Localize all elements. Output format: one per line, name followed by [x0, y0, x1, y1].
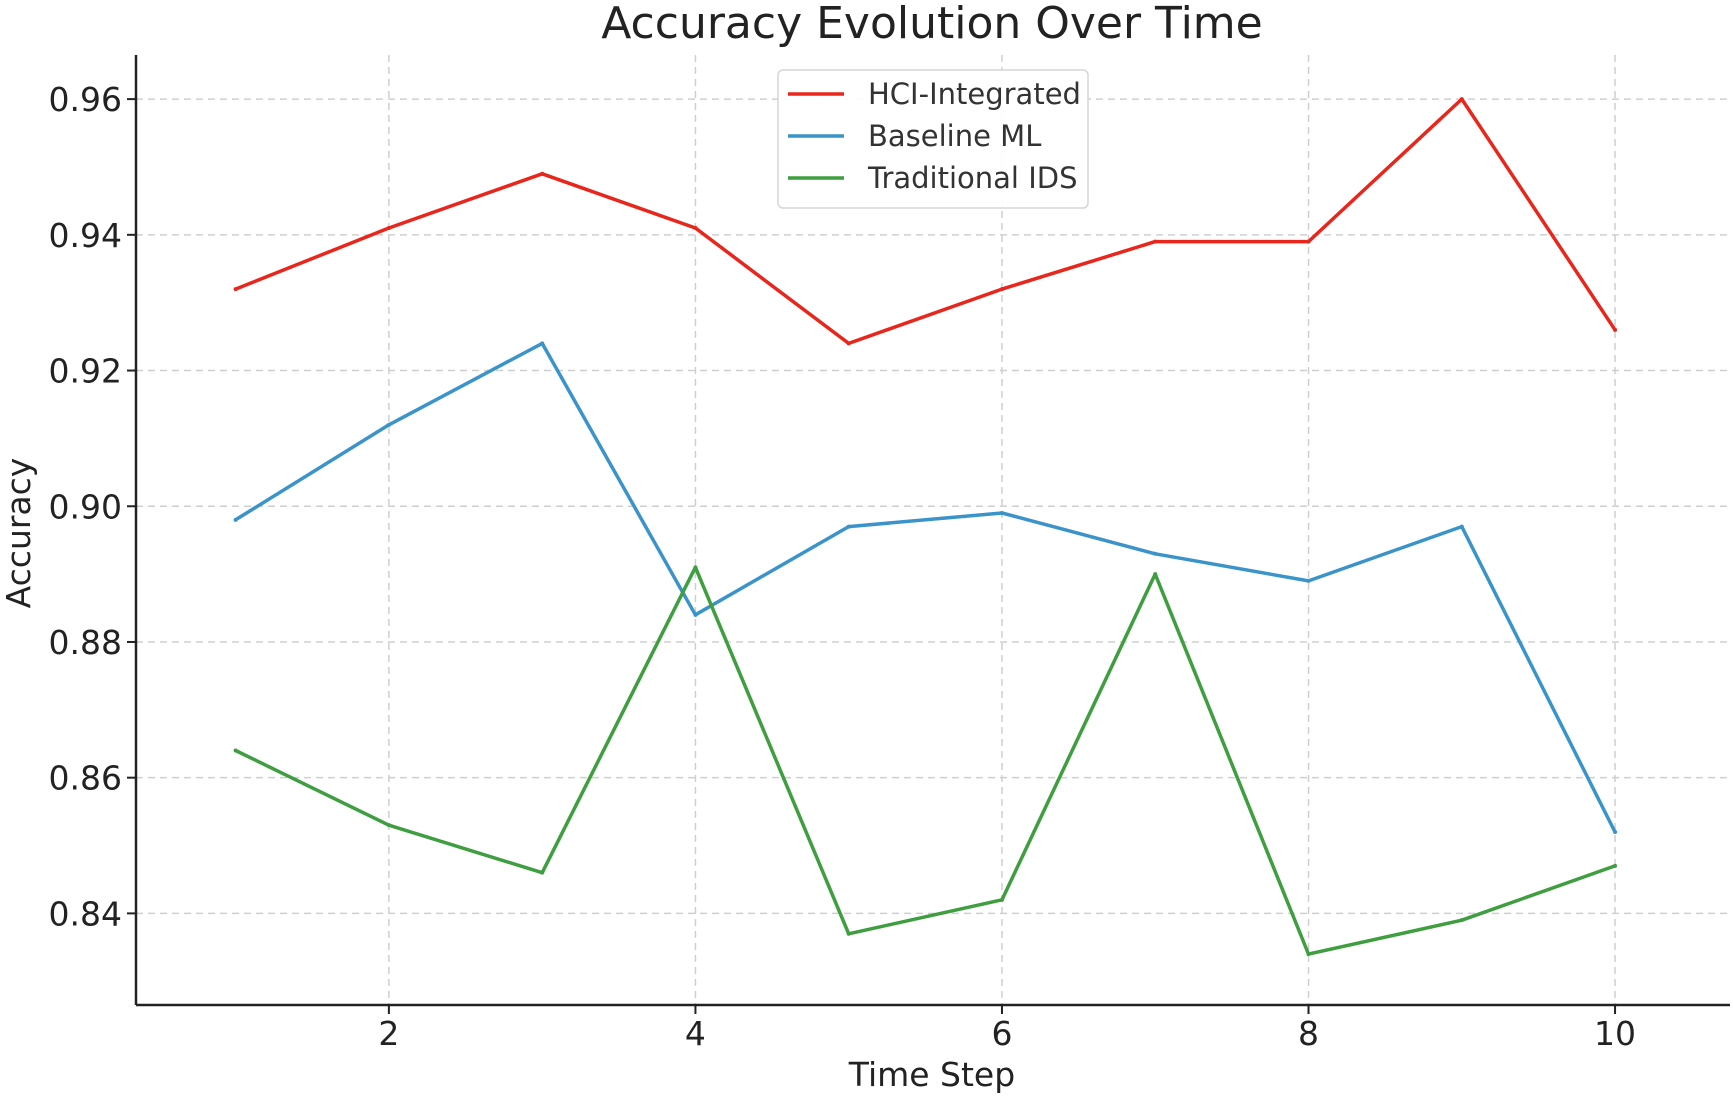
data-point-traditional-ids	[233, 748, 238, 753]
legend-label-hci-integrated: HCI-Integrated	[868, 77, 1081, 111]
legend-label-traditional-ids: Traditional IDS	[867, 161, 1078, 195]
x-tick-label: 10	[1594, 1014, 1636, 1053]
ticks: 2 4 6 8 10 0.84 0.86 0.88 0.90 0.92 0.94 0.96	[49, 80, 1637, 1053]
data-point-traditional-ids	[1459, 918, 1464, 923]
series-line-hci-integrated	[233, 97, 1617, 346]
data-point-traditional-ids	[540, 870, 545, 875]
legend: HCI-Integrated Baseline ML Traditional IDS	[777, 69, 1089, 209]
x-tick-label: 8	[1298, 1014, 1319, 1053]
data-point-hci-integrated	[386, 226, 391, 231]
data-point-baseline-ml	[999, 511, 1004, 516]
x-tick-label: 6	[991, 1014, 1012, 1053]
y-axis-title: Accuracy	[0, 458, 38, 609]
data-point-traditional-ids	[1153, 572, 1158, 577]
data-point-hci-integrated	[1153, 239, 1158, 244]
data-point-baseline-ml	[540, 341, 545, 346]
data-point-baseline-ml	[846, 524, 851, 529]
series-line-traditional-ids	[233, 565, 1617, 956]
data-point-baseline-ml	[386, 422, 391, 427]
data-point-traditional-ids	[999, 897, 1004, 902]
chart-title: Accuracy Evolution Over Time	[601, 0, 1263, 49]
data-point-baseline-ml	[1306, 578, 1311, 583]
data-point-baseline-ml	[1613, 829, 1618, 834]
data-point-hci-integrated	[233, 287, 238, 292]
data-point-traditional-ids	[1306, 952, 1311, 957]
data-point-hci-integrated	[1306, 239, 1311, 244]
data-point-baseline-ml	[1153, 551, 1158, 556]
data-point-traditional-ids	[1613, 863, 1618, 868]
data-point-baseline-ml	[233, 517, 238, 522]
x-tick-label: 4	[685, 1014, 706, 1053]
data-point-hci-integrated	[999, 287, 1004, 292]
data-point-traditional-ids	[386, 823, 391, 828]
y-tick-label: 0.86	[49, 759, 122, 798]
data-point-baseline-ml	[1459, 524, 1464, 529]
data-point-hci-integrated	[693, 226, 698, 231]
data-point-hci-integrated	[846, 341, 851, 346]
y-tick-label: 0.90	[49, 487, 122, 526]
legend-label-baseline-ml: Baseline ML	[868, 119, 1041, 153]
x-tick-label: 2	[378, 1014, 399, 1053]
y-tick-label: 0.88	[49, 623, 122, 662]
data-point-traditional-ids	[693, 565, 698, 570]
y-tick-label: 0.92	[49, 352, 122, 391]
series-line-baseline-ml	[233, 341, 1617, 834]
data-point-baseline-ml	[693, 612, 698, 617]
data-point-hci-integrated	[1613, 327, 1618, 332]
y-tick-label: 0.94	[49, 216, 122, 255]
axes	[134, 55, 1730, 1007]
data-point-hci-integrated	[540, 171, 545, 176]
y-tick-label: 0.84	[49, 894, 122, 933]
data-point-hci-integrated	[1459, 97, 1464, 102]
y-tick-label: 0.96	[49, 80, 122, 119]
x-axis-title: Time Step	[848, 1055, 1015, 1094]
legend-box	[777, 69, 1089, 209]
series-lines	[233, 97, 1618, 957]
data-point-traditional-ids	[846, 931, 851, 936]
grid	[136, 55, 1730, 1005]
